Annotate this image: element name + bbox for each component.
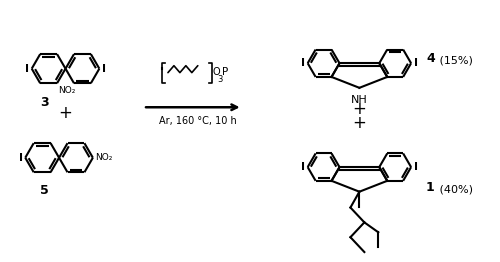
Text: NH: NH xyxy=(351,95,368,105)
Text: 1: 1 xyxy=(426,181,435,194)
Text: I: I xyxy=(414,162,418,172)
Text: I: I xyxy=(19,153,23,163)
Text: 4: 4 xyxy=(426,52,435,65)
Text: NO₂: NO₂ xyxy=(58,86,76,95)
Text: I: I xyxy=(414,58,418,68)
Text: +: + xyxy=(352,114,366,133)
Text: 3: 3 xyxy=(218,75,223,84)
Text: +: + xyxy=(352,100,366,118)
Text: P: P xyxy=(222,67,228,77)
Text: +: + xyxy=(58,104,72,122)
Text: I: I xyxy=(301,58,305,68)
Text: O: O xyxy=(212,67,220,77)
Text: 3: 3 xyxy=(40,96,49,109)
Text: Ar, 160 °C, 10 h: Ar, 160 °C, 10 h xyxy=(159,116,236,126)
Text: (15%): (15%) xyxy=(436,56,473,66)
Text: (40%): (40%) xyxy=(436,184,473,195)
Text: I: I xyxy=(25,64,29,74)
Text: I: I xyxy=(102,64,106,74)
Text: I: I xyxy=(301,162,305,172)
Text: NO₂: NO₂ xyxy=(96,153,112,162)
Text: 5: 5 xyxy=(40,184,48,198)
